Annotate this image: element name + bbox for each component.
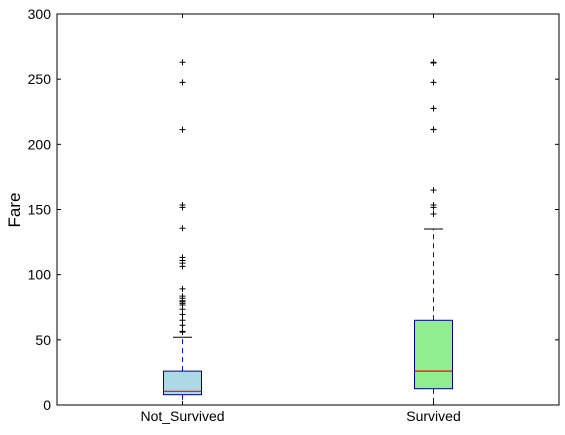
- y-tick-label: 100: [28, 267, 52, 283]
- y-axis-label: Fare: [5, 193, 24, 228]
- box-group: [163, 59, 202, 406]
- plot-frame: [56, 13, 560, 406]
- outlier-point: [430, 79, 437, 86]
- outlier-point: [179, 317, 186, 324]
- y-tick-label: 150: [28, 202, 52, 218]
- chart-marks: [163, 59, 453, 406]
- plot-area: [57, 14, 559, 405]
- chart-axes: 0 50 100 150 200 250 300 Not_Survived Survived: [28, 6, 559, 424]
- outlier-point: [179, 79, 186, 86]
- y-tick-label: 200: [28, 136, 52, 152]
- outlier-point: [179, 328, 186, 335]
- y-tick-label: 50: [35, 332, 51, 348]
- outlier-point: [179, 254, 186, 261]
- outlier-point: [430, 187, 437, 194]
- outlier-point: [179, 311, 186, 318]
- outlier-point: [179, 126, 186, 133]
- x-tick-label: Not_Survived: [140, 408, 224, 424]
- outlier-point: [179, 293, 186, 300]
- outlier-point: [430, 59, 437, 66]
- outlier-point: [179, 59, 186, 66]
- outlier-point: [179, 201, 186, 208]
- y-tick-label: 250: [28, 71, 52, 87]
- iqr-box: [414, 319, 453, 390]
- box-group: [414, 59, 453, 406]
- outlier-point: [430, 211, 437, 218]
- iqr-box: [163, 370, 202, 396]
- y-tick-label: 0: [43, 397, 51, 413]
- outlier-point: [179, 225, 186, 232]
- outlier-point: [430, 105, 437, 112]
- outlier-point: [430, 126, 437, 133]
- outlier-point: [430, 201, 437, 208]
- outlier-point: [179, 285, 186, 292]
- y-tick-label: 300: [28, 6, 52, 22]
- x-tick-label: Survived: [406, 408, 460, 424]
